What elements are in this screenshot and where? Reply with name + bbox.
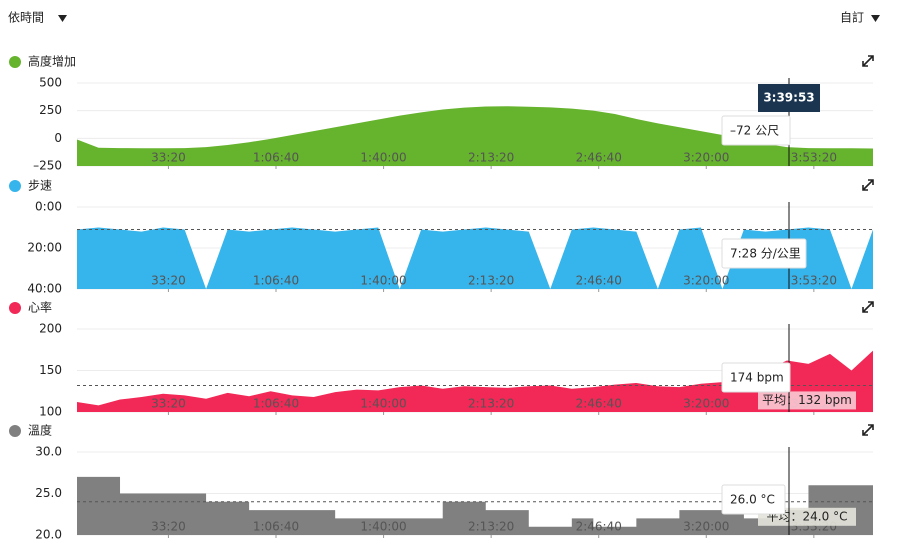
chart-title: 溫度 bbox=[28, 423, 52, 438]
x-tick-label: 2:13:20 bbox=[468, 520, 514, 534]
dropdown-arrow bbox=[58, 15, 67, 22]
dropdown-arrow bbox=[871, 15, 880, 22]
x-tick-label: 2:46:40 bbox=[576, 274, 622, 288]
average-label: 平均：132 bpm bbox=[762, 393, 852, 407]
x-tick-label: 3:20:00 bbox=[683, 274, 729, 288]
y-tick-label: 500 bbox=[39, 76, 62, 90]
x-tick-label: 3:53:20 bbox=[791, 274, 837, 288]
custom-menu[interactable]: 自訂 bbox=[840, 10, 864, 25]
x-tick-label: 3:20:00 bbox=[683, 397, 729, 411]
x-tick-label: 2:13:20 bbox=[468, 397, 514, 411]
view-by-time[interactable]: 依時間 bbox=[8, 10, 44, 25]
x-tick-label: 2:46:40 bbox=[576, 397, 622, 411]
x-tick-label: 33:20 bbox=[151, 520, 186, 534]
chart-title: 步速 bbox=[28, 179, 52, 193]
x-tick-label: 1:40:00 bbox=[360, 520, 406, 534]
x-tick-label: 1:06:40 bbox=[253, 151, 299, 165]
legend-dot bbox=[9, 56, 21, 68]
readout: 26.0 °C bbox=[730, 493, 775, 507]
y-tick-label: 150 bbox=[39, 363, 62, 377]
x-tick-label: 1:40:00 bbox=[360, 151, 406, 165]
readout: 174 bpm bbox=[730, 371, 784, 385]
average-label: 平均：24.0 °C bbox=[767, 509, 848, 523]
x-tick-label: 2:13:20 bbox=[468, 274, 514, 288]
expand-icon bbox=[862, 55, 874, 67]
readout: –72 公尺 bbox=[730, 124, 779, 138]
x-tick-label: 3:53:20 bbox=[791, 151, 837, 165]
area bbox=[77, 227, 873, 289]
x-tick-label: 33:20 bbox=[151, 397, 186, 411]
x-tick-label: 33:20 bbox=[151, 151, 186, 165]
x-tick-label: 2:13:20 bbox=[468, 151, 514, 165]
area bbox=[77, 350, 873, 412]
legend-dot bbox=[9, 302, 21, 314]
y-tick-label: 200 bbox=[39, 322, 62, 336]
x-tick-label: 3:20:00 bbox=[683, 151, 729, 165]
x-tick-label: 1:06:40 bbox=[253, 397, 299, 411]
readout-box bbox=[721, 238, 807, 269]
x-tick-label: 1:40:00 bbox=[360, 397, 406, 411]
readout-box bbox=[721, 115, 791, 146]
y-tick-label: –250 bbox=[33, 159, 62, 173]
cursor-time-box bbox=[758, 84, 820, 112]
x-tick-label: 3:20:00 bbox=[683, 520, 729, 534]
y-tick-label: 100 bbox=[39, 405, 62, 419]
x-tick-label: 1:06:40 bbox=[253, 520, 299, 534]
readout-box bbox=[721, 362, 791, 393]
chart-title: 高度增加 bbox=[28, 54, 76, 69]
y-tick-label: 0:00 bbox=[35, 200, 62, 214]
expand-icon bbox=[862, 301, 874, 313]
readout: 7:28 分/公里 bbox=[730, 247, 801, 261]
expand-icon bbox=[862, 424, 874, 436]
readout-box bbox=[721, 484, 786, 515]
x-tick-label: 2:46:40 bbox=[576, 520, 622, 534]
y-tick-label: 20.0 bbox=[35, 528, 62, 542]
x-tick-label: 1:06:40 bbox=[253, 274, 299, 288]
y-tick-label: 25.0 bbox=[35, 486, 62, 500]
x-tick-label: 1:40:00 bbox=[360, 274, 406, 288]
area bbox=[77, 476, 873, 535]
legend-dot bbox=[9, 425, 21, 437]
legend-dot bbox=[9, 180, 21, 192]
y-tick-label: 30.0 bbox=[35, 445, 62, 459]
average-box bbox=[758, 391, 856, 410]
y-tick-label: 20:00 bbox=[27, 241, 62, 255]
x-tick-label: 2:46:40 bbox=[576, 151, 622, 165]
y-tick-label: 40:00 bbox=[27, 282, 62, 296]
expand-icon bbox=[862, 179, 874, 191]
x-tick-label: 33:20 bbox=[151, 274, 186, 288]
chart-title: 心率 bbox=[28, 300, 52, 315]
cursor-time: 3:39:53 bbox=[763, 91, 814, 105]
y-tick-label: 250 bbox=[39, 103, 62, 117]
area bbox=[77, 106, 873, 166]
y-tick-label: 0 bbox=[54, 131, 62, 145]
